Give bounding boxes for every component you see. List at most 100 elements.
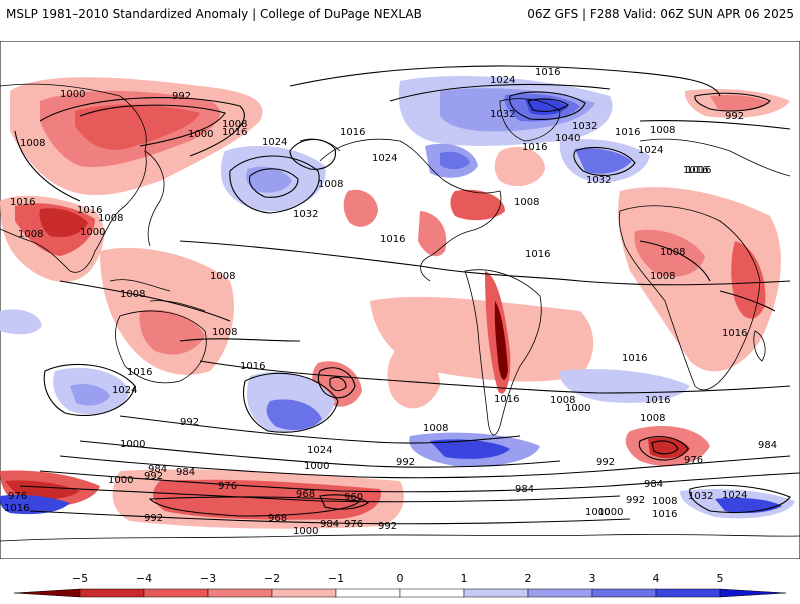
isobar-label: 992 [626,495,645,506]
isobar-label: 976 [218,481,237,492]
isobar-nat-high-1040 [527,98,569,112]
isobar-label: 1016 [240,361,265,372]
model-valid-time: 06Z GFS | F288 Valid: 06Z SUN APR 06 202… [527,7,794,21]
isobar-sp-high-1024-west [43,363,136,417]
isobar-south-960 [319,494,369,510]
isobar-label: 1008 [640,413,665,424]
isobar-label: 960 [344,492,363,503]
anomaly-area-west-pacific-south [0,309,42,335]
isobar-label: 1008 [18,229,43,240]
colorbar-swatch-pos1 [463,588,529,598]
isobar-tropics-1016-south [199,360,791,394]
isobar-asia-1008 [14,130,81,202]
isobar-label: 1000 [80,227,105,238]
isobar-label: 1008 [318,179,343,190]
coastline-indonesia [109,279,206,312]
colorbar-arrow-left [13,588,81,598]
colorbar-swatch-pos4 [655,588,721,598]
colorbar-swatch-zero-neg [335,588,401,598]
isobar-south-976 [19,485,621,503]
isobars [14,65,800,525]
colorbar-swatch-pos2 [527,588,593,598]
coastline-south-america [464,269,542,436]
isobar-label: 992 [180,417,199,428]
isobar-label: 992 [396,457,415,468]
map-title: MSLP 1981–2010 Standardized Anomaly | Co… [6,7,422,21]
anomaly-area-pacific-east [343,189,378,227]
anomaly-area-andes-core [494,301,508,380]
isobar-label: 1000 [120,439,145,450]
anomaly-area-us-east [450,189,505,221]
isobar-label: 1016 [522,142,547,153]
anomaly-area-north-atlantic-high-core [575,148,632,174]
isobar-label: 1000 [585,507,610,518]
isobar-label: 976 [344,519,363,530]
anomaly-area-gulf [418,211,447,257]
isobar-label: 1008 [650,125,675,136]
colorbar-swatch-neg3 [143,588,209,598]
colorbar-tick: 3 [589,572,596,585]
colorbar-tick: −3 [200,572,216,585]
colorbar-tick: 1 [461,572,468,585]
coastlines [0,83,800,542]
isobar-label: 1032 [572,121,597,132]
coastline-madagascar [753,330,766,362]
isobar-atl-high-1032 [573,146,636,176]
anomaly-area-drake-core [430,439,510,459]
isobar-label: 1008 [514,197,539,208]
anomaly-area-asia-north-inner [75,104,200,150]
map-svg: 1016 1024 1000 992 1008 1000 1016 1032 1… [0,40,800,560]
isobar-south-984 [39,470,800,493]
colorbar-swatch-neg4 [79,588,145,598]
isobar-label: 976 [684,455,703,466]
isobar-label: 1016 [77,205,102,216]
isobar-label: 992 [725,111,744,122]
isobar-tropics-1016-north [179,240,791,286]
isobar-label: 984 [176,467,195,478]
isobar-se-high-1032 [689,484,791,513]
colorbar-ticks: −5 −4 −3 −2 −1 0 1 2 3 4 5 [72,572,724,585]
colorbar-tick: 5 [717,572,724,585]
isobar-label: 1008 [98,213,123,224]
coastline-asia [0,83,147,273]
isobar-label: 1024 [307,445,332,456]
isobar-label: 1016 [10,197,35,208]
isobar-south-968 [148,496,362,517]
isobar-label: 968 [268,513,287,524]
positive-anomaly-areas [0,76,795,519]
isobar-label: 1000 [108,475,133,486]
isobar-label: 1016 [127,367,152,378]
isobar-label: 992 [172,91,191,102]
anomaly-area-east-africa [731,241,766,319]
anomaly-area-canada-inner [440,151,470,170]
isobar-label: 1000 [565,403,590,414]
anomaly-area-southern-west-core [5,480,80,500]
isobar-south-1000-b [29,510,631,525]
coastline-antarctica [0,534,800,542]
isobar-europe-low [694,92,771,112]
anomaly-area-north-atlantic [494,147,545,187]
isobar-label: 1016 [494,394,519,405]
isobar-label: 1016 [222,127,247,138]
colorbar-tick: −1 [328,572,344,585]
colorbar-swatch-pos3 [591,588,657,598]
isobar-label: 1000 [188,129,213,140]
colorbar-tick: −2 [264,572,280,585]
colorbar-tick: −4 [136,572,152,585]
anomaly-area-south-pacific-east-core [266,399,322,431]
isobar-asia-992 [79,104,226,147]
isobar-arctic-1016 [289,65,721,97]
isobar-label: 992 [378,521,397,532]
isobar-label: 984 [320,519,339,530]
isobar-label: 1024 [372,153,397,164]
isobar-label: 1016 [615,127,640,138]
isobar-label: 992 [144,471,163,482]
header-bar: MSLP 1981–2010 Standardized Anomaly | Co… [0,0,800,28]
map-panel[interactable]: 1016 1024 1000 992 1008 1000 1016 1032 1… [0,40,800,560]
anomaly-area-south-pacific-west-core [70,384,110,406]
isobar-label: 1008 [210,271,235,282]
colorbar-tick: 2 [525,572,532,585]
isobar-label: 1008 [222,119,247,130]
colorbar-swatch-neg2 [207,588,273,598]
isobar-label: 1000 [598,507,623,518]
